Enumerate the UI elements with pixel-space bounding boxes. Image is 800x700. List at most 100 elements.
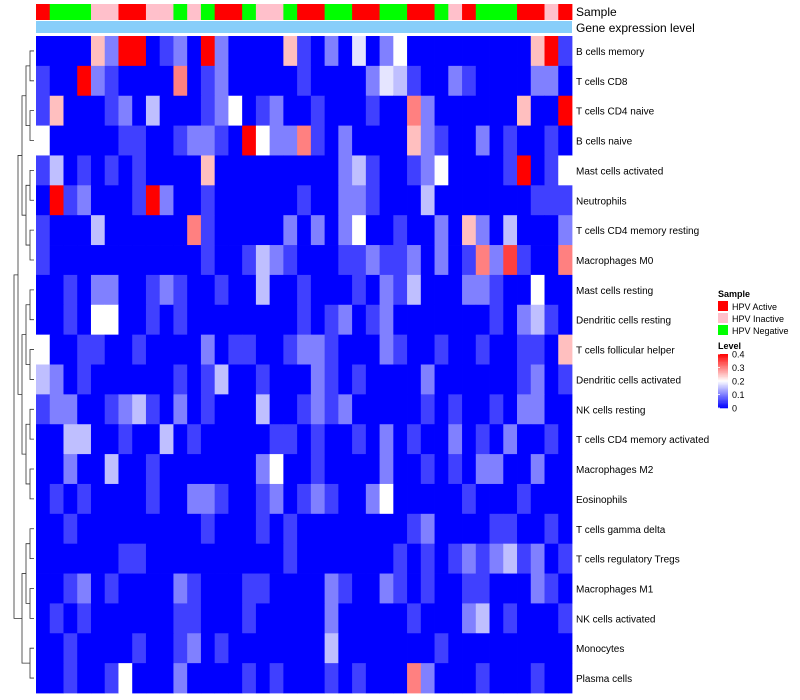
heatmap-cell (145, 394, 161, 425)
sample-annotation-cell (530, 4, 545, 20)
heatmap-cell (200, 633, 216, 664)
heatmap-cell (352, 454, 367, 485)
sample-annotation-cell (379, 4, 394, 20)
heatmap-cell (530, 543, 545, 574)
heatmap-cell (448, 603, 463, 634)
heatmap-cell (159, 513, 174, 545)
heatmap-cell (269, 543, 284, 574)
level-legend-tick-label: 0.2 (732, 377, 745, 387)
heatmap-cell (187, 65, 202, 97)
heatmap-cell (420, 454, 435, 485)
level-legend-gradient-step (718, 390, 728, 393)
heatmap-cell (269, 245, 284, 276)
heatmap-cell (118, 603, 133, 634)
heatmap-cell (297, 454, 312, 485)
heatmap-cell (118, 424, 133, 455)
heatmap-cell (517, 334, 532, 365)
heatmap-cell (200, 125, 216, 156)
heatmap-cell (338, 513, 353, 545)
heatmap-cell (530, 663, 545, 694)
heatmap-cell (379, 334, 394, 365)
heatmap-cell (214, 394, 229, 425)
heatmap-cell (558, 633, 573, 664)
heatmap-cell (489, 663, 504, 694)
heatmap-cell (145, 603, 161, 634)
heatmap-cell (228, 155, 243, 186)
heatmap-cell (159, 95, 174, 126)
heatmap-cell (407, 215, 422, 246)
heatmap-cell (159, 155, 174, 186)
heatmap-cell (324, 603, 339, 634)
heatmap-cell (407, 95, 422, 126)
heatmap-cell (338, 155, 353, 186)
heatmap-cell (214, 95, 229, 126)
heatmap-cell (90, 125, 106, 156)
heatmap-cell (214, 603, 229, 634)
heatmap-cell (187, 274, 202, 306)
heatmap-cell (104, 304, 119, 336)
level-legend-gradient-step (718, 362, 728, 364)
heatmap-cell (503, 394, 518, 425)
sample-annotation-cell (475, 4, 490, 20)
heatmap-cell (214, 304, 229, 336)
heatmap-cell (379, 65, 394, 97)
heatmap-cell (118, 125, 133, 156)
heatmap-cell (462, 483, 477, 515)
heatmap-cell (255, 663, 271, 694)
heatmap-cell (558, 483, 573, 515)
heatmap-cell (187, 424, 202, 455)
heatmap-cell (269, 424, 284, 455)
heatmap-cell (77, 125, 92, 156)
heatmap-cell (36, 36, 51, 67)
heatmap-cell (228, 185, 243, 216)
heatmap-cell (558, 334, 573, 365)
heatmap-cell (338, 633, 353, 664)
sample-annotation-cell (63, 4, 78, 20)
heatmap-cell (104, 573, 119, 604)
heatmap-cell (104, 334, 119, 365)
heatmap-cell (462, 185, 477, 216)
heatmap-cell (365, 185, 380, 216)
heatmap-cell (214, 185, 229, 216)
heatmap-cell (214, 543, 229, 574)
heatmap-cell (503, 543, 518, 574)
row-label: T cells follicular helper (576, 346, 675, 357)
heatmap-cell (77, 36, 92, 67)
heatmap-cell (63, 36, 78, 67)
heatmap-cell (420, 185, 435, 216)
heatmap-cell (36, 603, 51, 634)
heatmap-cell (475, 513, 490, 545)
heatmap-cell (297, 543, 312, 574)
heatmap-cell (503, 364, 518, 395)
heatmap-cell (200, 215, 216, 246)
heatmap-cell (77, 304, 92, 336)
heatmap-cell (200, 424, 216, 455)
heatmap-cell (90, 364, 106, 395)
heatmap-cell (49, 573, 64, 604)
heatmap-cell (255, 573, 271, 604)
heatmap-cell (228, 334, 243, 365)
sample-legend-swatch (718, 313, 728, 323)
level-legend-gradient-step (718, 403, 728, 406)
heatmap-cell (324, 364, 339, 395)
heatmap-cell (475, 394, 490, 425)
heatmap-cell (104, 65, 119, 97)
heatmap-cell (200, 274, 216, 306)
row-dendrogram (13, 50, 34, 679)
row-label: T cells regulatory Tregs (576, 555, 680, 566)
heatmap-cell (77, 543, 92, 574)
sample-track-label: Sample (576, 5, 617, 19)
heatmap-cell (63, 663, 78, 694)
sample-legend-label: HPV Inactive (732, 314, 784, 324)
heatmap-cell (324, 394, 339, 425)
sample-annotation-cell (49, 4, 64, 20)
heatmap-cell (379, 215, 394, 246)
dendrogram-branch (29, 468, 34, 500)
heatmap-cell (517, 603, 532, 634)
heatmap-cell (132, 334, 147, 365)
heatmap-cell (310, 215, 326, 246)
heatmap-cell (132, 543, 147, 574)
sample-annotation-cell (462, 4, 477, 20)
heatmap-cell (36, 573, 51, 604)
heatmap-cell (517, 513, 532, 545)
